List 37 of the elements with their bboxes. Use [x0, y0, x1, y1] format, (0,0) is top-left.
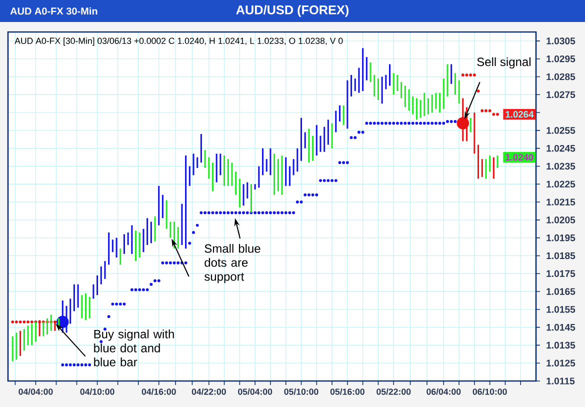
y-tick-label: 1.0115 — [546, 378, 575, 384]
y-tick-label: 1.0225 — [546, 180, 576, 188]
y-tick-label: 1.0245 — [546, 144, 576, 152]
x-tick-label: 06/10:00 — [472, 388, 507, 395]
chart-title: AUD/USD (FOREX) — [236, 5, 349, 17]
x-tick-label: 05/10:00 — [284, 388, 318, 395]
y-tick-label: 1.0305 — [546, 38, 576, 44]
y-tick-label: 1.0165 — [546, 288, 576, 295]
text: AUD A0-FX 30-Min — [10, 7, 98, 15]
x-tick-label: 05/04:00 — [238, 388, 272, 395]
x-tick-label: 04/22:00 — [192, 388, 226, 395]
x-tick-label: 04/04:00 — [18, 388, 53, 395]
y-tick-label: 1.0175 — [546, 270, 576, 277]
annotation: Sell signal — [477, 57, 530, 69]
y-tick-label: 1.0215 — [546, 198, 576, 206]
x-tick-label: 04/10:00 — [80, 388, 114, 395]
y-tick-label: 1.0295 — [546, 55, 576, 62]
text: 1.0240 — [506, 154, 534, 161]
y-tick-label: 1.0275 — [546, 91, 576, 98]
y-tick-label: 1.0145 — [546, 324, 576, 331]
y-tick-label: 1.0255 — [546, 127, 576, 134]
y-tick-label: 1.0125 — [546, 360, 576, 366]
y-tick-label: 1.0185 — [546, 252, 576, 260]
annotation: Buy signal with blue dot and blue bar — [94, 330, 174, 366]
x-tick-label: 06/04:00 — [426, 388, 461, 395]
x-tick-label: 04/16:00 — [142, 388, 176, 395]
text: 1.0264 — [506, 111, 534, 118]
y-tick-label: 1.0205 — [546, 216, 576, 224]
y-tick-label: 1.0235 — [546, 162, 576, 170]
y-tick-label: 1.0285 — [546, 73, 576, 80]
annotation: Small blue dots are support — [204, 244, 260, 284]
x-tick-label: 05/16:00 — [330, 388, 364, 395]
y-tick-label: 1.0195 — [546, 234, 576, 242]
y-tick-label: 1.0155 — [546, 306, 576, 313]
text: AUD A0-FX [30-Min] 03/06/13 +0.0002 C 1.0240, H 1.0241, L 1.0233, O 1.0238, V 0 — [14, 37, 343, 46]
x-tick-label: 05/22:00 — [376, 388, 411, 395]
y-tick-label: 1.0135 — [546, 342, 576, 349]
